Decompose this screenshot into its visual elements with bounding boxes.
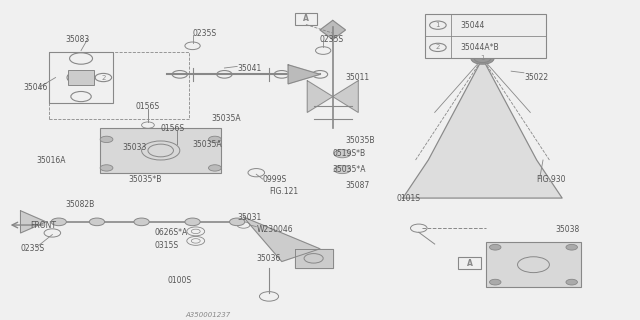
Circle shape — [468, 17, 497, 31]
Text: FRONT: FRONT — [30, 220, 56, 229]
Bar — [486, 243, 581, 287]
Circle shape — [230, 218, 245, 226]
Text: 35035B: 35035B — [346, 136, 375, 146]
Polygon shape — [307, 81, 333, 112]
Text: 35011: 35011 — [346, 73, 370, 82]
Circle shape — [566, 279, 577, 285]
Text: 0626S*A: 0626S*A — [154, 228, 188, 237]
Bar — [49, 52, 113, 103]
Text: 35022: 35022 — [524, 73, 548, 82]
Text: 0999S: 0999S — [262, 174, 287, 184]
Polygon shape — [403, 59, 562, 198]
Bar — [425, 14, 546, 59]
Bar — [458, 257, 481, 269]
Circle shape — [51, 218, 67, 226]
Text: 35035A: 35035A — [193, 140, 222, 148]
Circle shape — [334, 149, 351, 158]
Text: 35082B: 35082B — [65, 200, 94, 209]
Circle shape — [100, 136, 113, 142]
Polygon shape — [288, 65, 320, 84]
Text: 35035*B: 35035*B — [129, 174, 162, 184]
Text: 35044A*B: 35044A*B — [460, 43, 499, 52]
Text: 35087: 35087 — [346, 181, 370, 190]
Circle shape — [209, 136, 221, 142]
Bar — [49, 52, 189, 119]
Text: 35044: 35044 — [460, 21, 484, 30]
Text: A: A — [303, 14, 309, 23]
Text: A: A — [467, 259, 473, 268]
Text: 2: 2 — [101, 75, 106, 81]
Text: 35046: 35046 — [24, 83, 48, 92]
Text: 0315S: 0315S — [154, 241, 179, 250]
Text: W230046: W230046 — [256, 225, 293, 234]
Circle shape — [490, 279, 501, 285]
Circle shape — [471, 53, 494, 64]
Text: 35016A: 35016A — [36, 156, 66, 164]
Text: FIG.930: FIG.930 — [537, 174, 566, 184]
Polygon shape — [20, 211, 46, 233]
Text: 0519S*B: 0519S*B — [333, 149, 366, 158]
Circle shape — [185, 218, 200, 226]
Text: 0235S: 0235S — [320, 35, 344, 44]
Text: 1: 1 — [480, 55, 484, 61]
Text: 0156S: 0156S — [135, 101, 159, 111]
Circle shape — [90, 218, 104, 226]
Polygon shape — [320, 20, 346, 39]
Polygon shape — [294, 249, 333, 268]
Bar — [100, 128, 221, 173]
Text: 35031: 35031 — [237, 212, 261, 222]
Circle shape — [100, 165, 113, 171]
Text: FIG.121: FIG.121 — [269, 187, 298, 196]
Text: 1: 1 — [436, 22, 440, 28]
Text: 35038: 35038 — [556, 225, 580, 234]
Bar — [68, 69, 94, 85]
Text: 2: 2 — [436, 44, 440, 50]
Polygon shape — [333, 81, 358, 112]
Text: 0235S: 0235S — [20, 244, 45, 253]
Text: 35035A: 35035A — [212, 114, 241, 123]
Polygon shape — [244, 217, 320, 261]
Text: 0235S: 0235S — [193, 28, 217, 38]
Text: 0101S: 0101S — [396, 194, 420, 203]
Text: 35035*A: 35035*A — [333, 165, 366, 174]
Polygon shape — [473, 20, 492, 49]
Text: 35041: 35041 — [237, 63, 261, 73]
Circle shape — [566, 244, 577, 250]
Circle shape — [134, 218, 149, 226]
Text: 35083: 35083 — [65, 35, 90, 44]
Text: 0156S: 0156S — [161, 124, 185, 133]
Text: A350001237: A350001237 — [186, 312, 231, 318]
Text: 35036: 35036 — [256, 254, 281, 263]
Circle shape — [490, 244, 501, 250]
Bar — [294, 13, 317, 25]
Circle shape — [209, 165, 221, 171]
Text: 0100S: 0100S — [167, 276, 191, 285]
Text: 35033: 35033 — [122, 143, 147, 152]
Circle shape — [334, 165, 351, 174]
